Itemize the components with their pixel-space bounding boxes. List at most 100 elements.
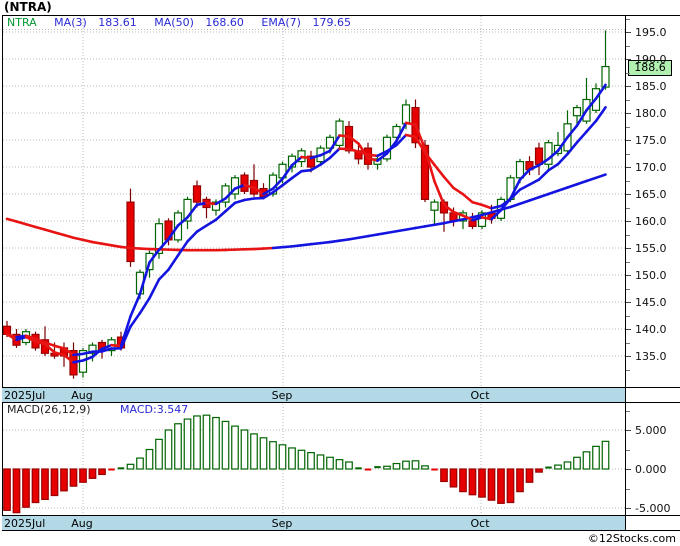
ema7-line bbox=[594, 106, 607, 123]
candle-down bbox=[420, 144, 430, 200]
ma50-line bbox=[585, 176, 598, 183]
axis-tick bbox=[626, 221, 631, 222]
ma3-line bbox=[575, 109, 588, 127]
axis-tick-label: -5.000 bbox=[635, 502, 671, 515]
month-label: Aug bbox=[71, 517, 93, 530]
ema7-line bbox=[186, 230, 199, 243]
attribution-link[interactable]: ©12Stocks.com bbox=[587, 532, 676, 545]
ma50-line bbox=[252, 247, 265, 251]
macd-axis: 5.000 0.000 -5.000 bbox=[625, 403, 680, 519]
ma50-line bbox=[290, 244, 303, 248]
macd-bar-positive bbox=[307, 452, 315, 470]
ma3-line bbox=[433, 180, 446, 207]
ema7-line bbox=[528, 178, 541, 186]
macd-bar-flat bbox=[431, 468, 438, 471]
axis-tick bbox=[626, 275, 631, 276]
ma3-line bbox=[129, 292, 142, 318]
macd-bar-negative bbox=[31, 468, 40, 504]
axis-tick bbox=[626, 100, 630, 101]
ma3-line bbox=[547, 149, 560, 161]
ma3-line bbox=[233, 183, 246, 190]
ma3-line bbox=[81, 355, 94, 362]
ema7-line bbox=[176, 240, 189, 257]
macd-bar-positive bbox=[554, 464, 562, 470]
ema7-line bbox=[138, 296, 151, 315]
candle-up bbox=[572, 106, 582, 117]
axis-tick bbox=[626, 411, 630, 412]
ma3-line bbox=[471, 216, 484, 222]
ma50-line bbox=[34, 225, 47, 231]
price-chart-canvas bbox=[3, 16, 625, 387]
macd-bar-flat bbox=[374, 466, 381, 469]
ma3-line bbox=[480, 216, 493, 221]
ma50-line bbox=[509, 202, 522, 209]
macd-bar-positive bbox=[231, 425, 239, 470]
legend-ema7-value: 179.65 bbox=[312, 16, 351, 29]
ema7-line bbox=[414, 135, 427, 154]
ema7-line bbox=[81, 350, 94, 356]
ema7-line bbox=[43, 341, 56, 348]
macd-bar-positive bbox=[193, 415, 201, 470]
ma3-line bbox=[43, 342, 56, 354]
ma50-line bbox=[338, 238, 351, 243]
ma3-line bbox=[91, 347, 104, 359]
ma3-line bbox=[100, 343, 113, 351]
ma3-line bbox=[167, 224, 180, 241]
ma3-line bbox=[15, 335, 28, 342]
axis-tick bbox=[626, 59, 631, 60]
ma3-line bbox=[509, 178, 522, 200]
ma50-line bbox=[395, 228, 408, 233]
ma50-line bbox=[471, 213, 484, 219]
ma50-line bbox=[376, 231, 389, 236]
candle-up bbox=[401, 104, 411, 125]
month-label: Sep bbox=[271, 389, 293, 402]
macd-bar-negative bbox=[506, 468, 515, 504]
ema7-line bbox=[319, 156, 332, 166]
ma50-line bbox=[575, 179, 588, 186]
macd-bar-positive bbox=[221, 420, 230, 470]
ema7-line bbox=[471, 200, 484, 207]
legend-ma3-label: MA(3) bbox=[54, 16, 87, 29]
macd-bar-negative bbox=[535, 468, 543, 473]
ema7-line bbox=[328, 147, 341, 160]
month-label: 2025Jul bbox=[4, 389, 46, 402]
ma50-line bbox=[281, 245, 294, 249]
legend-symbol: NTRA bbox=[7, 16, 37, 29]
ema7-line bbox=[404, 133, 417, 139]
macd-legend: MACD(26,12,9) MACD:3.547 bbox=[3, 403, 626, 417]
ma50-line bbox=[91, 240, 104, 245]
macd-bar-negative bbox=[69, 468, 78, 487]
ma50-line bbox=[15, 220, 28, 226]
axis-tick-label: 170.0 bbox=[635, 161, 667, 174]
ema7-line bbox=[271, 184, 284, 194]
ma50-line bbox=[556, 186, 569, 193]
ma3-line bbox=[119, 315, 132, 348]
ma3-line bbox=[195, 201, 208, 207]
candle-up bbox=[430, 201, 439, 211]
ma50-line bbox=[110, 244, 123, 249]
ma3-line bbox=[556, 136, 569, 153]
axis-tick bbox=[626, 289, 630, 290]
macd-bar-flat bbox=[108, 468, 115, 471]
macd-bar-negative bbox=[50, 468, 59, 497]
axis-tick bbox=[626, 248, 631, 249]
ma50-line bbox=[119, 245, 132, 250]
ma3-line bbox=[338, 134, 351, 138]
axis-tick bbox=[626, 181, 630, 182]
ma3-line bbox=[452, 210, 465, 217]
ma3-line bbox=[176, 216, 189, 227]
ma50-line bbox=[262, 246, 275, 250]
ma50-line bbox=[366, 233, 379, 238]
ma3-line bbox=[528, 163, 541, 171]
month-label: Oct bbox=[470, 517, 490, 530]
macd-bar-negative bbox=[88, 468, 97, 479]
ma3-line bbox=[186, 203, 199, 219]
legend-ma3-value: 183.61 bbox=[98, 16, 137, 29]
ema7-line bbox=[157, 268, 170, 281]
price-axis: 188.6 195.0 190.0 185.0 180.0 175.0 170.0 165.… bbox=[625, 15, 680, 387]
axis-tick bbox=[626, 86, 631, 87]
ma3-line bbox=[366, 156, 379, 162]
axis-tick-label: 155.0 bbox=[635, 242, 667, 255]
ema7-line bbox=[262, 191, 275, 200]
macd-bar-positive bbox=[240, 429, 249, 470]
